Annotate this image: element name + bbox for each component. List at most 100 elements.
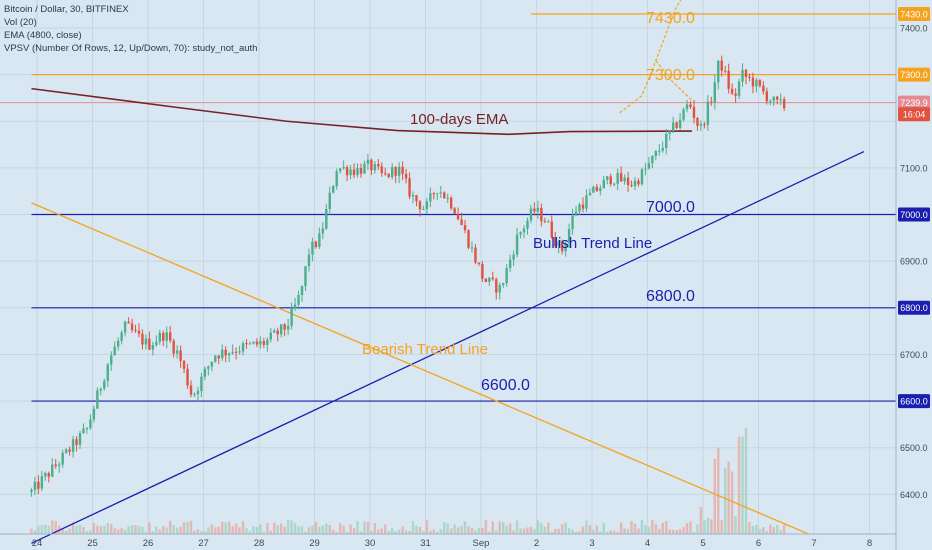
candle-body <box>581 204 585 209</box>
candle-body <box>411 195 415 197</box>
candle-body <box>200 376 203 391</box>
candle-body <box>675 122 678 128</box>
price-tag: 6800.0 <box>898 300 930 315</box>
candle-body <box>377 164 380 167</box>
y-tick-label: 6400.0 <box>900 490 928 500</box>
price-tag-label: 6800.0 <box>900 303 928 313</box>
volume-bar <box>75 525 78 534</box>
x-tick-label: Sep <box>473 538 490 549</box>
volume-bar <box>227 521 231 534</box>
candle-body <box>727 70 730 89</box>
symbol-title[interactable]: Bitcoin / Dollar, 30, BITFINEX <box>4 4 129 15</box>
volume-bar <box>630 521 633 534</box>
ema-annotation: 100-days EMA <box>410 111 508 128</box>
volume-bar <box>182 522 186 534</box>
x-tick-label: 2 <box>534 538 539 549</box>
candle-body <box>678 119 682 128</box>
candle-body <box>172 340 175 354</box>
candle-body <box>37 481 40 489</box>
candle-body <box>560 241 564 252</box>
volume-bar <box>522 528 526 534</box>
candle-body <box>470 247 474 249</box>
candle-body <box>751 77 755 87</box>
candle-body <box>276 330 279 335</box>
volume-bar <box>724 467 727 534</box>
candle-body <box>300 286 304 296</box>
price-tag-label: 7239.9 <box>900 98 928 108</box>
candle-body <box>318 233 321 247</box>
volume-bar <box>352 527 356 534</box>
volume-bar <box>658 528 661 534</box>
price-tag: 16:04 <box>898 107 930 122</box>
volume-bar <box>720 520 723 534</box>
candle-body <box>515 234 519 255</box>
volume-bar <box>179 526 182 534</box>
volume-bar <box>671 529 675 534</box>
volume-bar <box>616 531 619 534</box>
x-tick-label: 4 <box>645 538 650 549</box>
volume-bar <box>363 521 366 534</box>
x-tick-label: 27 <box>198 538 209 549</box>
volume-bar <box>741 436 744 534</box>
volume-bar <box>196 529 200 534</box>
volume-bar <box>85 531 89 534</box>
candle-body <box>221 349 224 359</box>
candle-body <box>758 79 762 86</box>
volume-bar <box>377 529 380 534</box>
volume-bar <box>283 526 286 534</box>
candle-body <box>467 230 470 248</box>
candle-body <box>661 148 664 151</box>
bearish-trend-label: Bearish Trend Line <box>362 341 488 358</box>
candle-body <box>571 215 574 230</box>
y-tick-label: 6500.0 <box>900 443 928 453</box>
candle-body <box>474 247 477 263</box>
candle-body <box>269 332 272 340</box>
volume-bar <box>609 530 612 534</box>
candle-body <box>623 177 626 182</box>
volume-bar <box>446 523 449 534</box>
candle-body <box>689 104 692 107</box>
level-label-6600: 6600.0 <box>481 377 530 394</box>
candle-body <box>415 195 418 202</box>
x-tick-label: 24 <box>32 538 43 549</box>
volume-bar <box>141 526 144 534</box>
volume-bar <box>92 523 96 534</box>
candle-body <box>99 388 103 391</box>
candle-body <box>692 106 696 119</box>
volume-bar <box>89 530 92 534</box>
volume-bar <box>678 529 682 534</box>
volume-bar <box>710 519 713 534</box>
volume-bar <box>325 523 328 534</box>
candle-body <box>782 99 786 109</box>
ema-indicator-label[interactable]: EMA (4800, close) <box>4 30 82 41</box>
trend-line[interactable] <box>31 150 865 544</box>
volume-bar <box>64 530 68 534</box>
candle-body <box>554 237 557 247</box>
candle-body <box>776 96 779 100</box>
candle-body <box>328 192 331 210</box>
vpsv-indicator-label[interactable]: VPSV (Number Of Rows, 12, Up/Down, 70): … <box>4 43 258 54</box>
candle-body <box>557 241 560 247</box>
volume-bar <box>61 528 64 534</box>
trend-line[interactable] <box>31 202 809 535</box>
volume-bar <box>321 525 325 534</box>
volume-bar <box>533 529 536 534</box>
candle-body <box>217 355 220 359</box>
vol-indicator-label[interactable]: Vol (20) <box>4 17 37 28</box>
volume-bar <box>588 525 592 534</box>
x-tick-label: 3 <box>589 538 594 549</box>
candle-body <box>338 168 342 172</box>
volume-bar <box>626 528 630 534</box>
candle-body <box>606 176 609 180</box>
volume-bar <box>599 531 602 534</box>
ema-line[interactable] <box>31 87 692 136</box>
volume-bar <box>529 526 533 534</box>
candle-body <box>113 346 116 356</box>
volume-bar <box>297 526 300 534</box>
candle-body <box>685 104 689 110</box>
candle-body <box>602 179 605 189</box>
volume-bar <box>682 526 685 534</box>
candle-body <box>231 351 234 354</box>
candle-body <box>106 364 109 381</box>
